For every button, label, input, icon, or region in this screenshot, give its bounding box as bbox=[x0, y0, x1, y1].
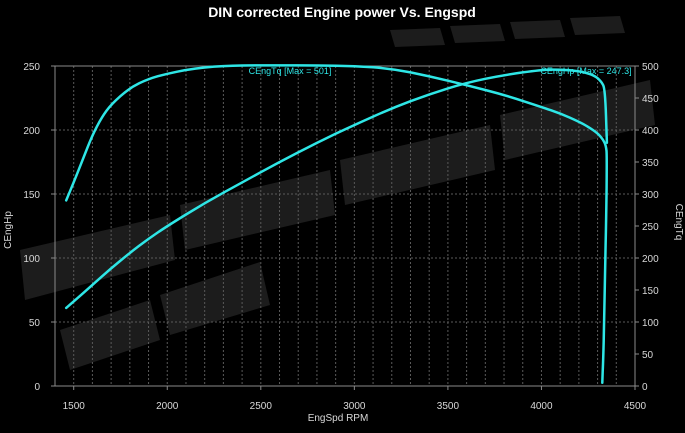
y-right-tick-label: 0 bbox=[642, 382, 648, 393]
y-left-tick-label: 200 bbox=[23, 126, 40, 137]
y-right-tick-label: 500 bbox=[642, 62, 659, 73]
annotation-tq-max: CEngTq [Max = 501] bbox=[249, 66, 332, 76]
x-tick-label: 2500 bbox=[250, 401, 273, 412]
y-right-tick-label: 250 bbox=[642, 222, 659, 233]
y-left-tick-label: 150 bbox=[23, 190, 40, 201]
y-right-tick-label: 400 bbox=[642, 126, 659, 137]
y-right-tick-label: 350 bbox=[642, 158, 659, 169]
y-right-tick-label: 100 bbox=[642, 318, 659, 329]
series-line-cenghp bbox=[64, 68, 609, 310]
series-line-cengtq bbox=[64, 64, 608, 385]
x-tick-label: 2000 bbox=[156, 401, 179, 412]
y-right-tick-label: 50 bbox=[642, 350, 654, 361]
y-right-tick-label: 450 bbox=[642, 94, 659, 105]
y-right-tick-label: 200 bbox=[642, 254, 659, 265]
x-tick-label: 4500 bbox=[624, 401, 647, 412]
ticks-layer: 1500 2000 2500 3000 3500 4000 4500050100150200… bbox=[23, 62, 659, 412]
y-right-tick-label: 300 bbox=[642, 190, 659, 201]
x-tick-label: 4000 bbox=[530, 401, 553, 412]
y-left-tick-label: 50 bbox=[29, 318, 41, 329]
y-left-tick-label: 100 bbox=[23, 254, 40, 265]
annotation-hp-max: CEngHp [Max = 247.3] bbox=[540, 66, 631, 76]
chart-title: DIN corrected Engine power Vs. Engspd bbox=[208, 4, 476, 20]
y-left-tick-label: 0 bbox=[34, 382, 40, 393]
x-axis-label: EngSpd RPM bbox=[308, 413, 369, 424]
series-layer bbox=[64, 64, 609, 385]
x-tick-label: 1500 bbox=[63, 401, 86, 412]
y-right-tick-label: 150 bbox=[642, 286, 659, 297]
y-left-tick-label: 250 bbox=[23, 62, 40, 73]
y-axis-label-left: CEngHp bbox=[3, 211, 14, 249]
x-tick-label: 3500 bbox=[437, 401, 460, 412]
x-tick-label: 3000 bbox=[343, 401, 366, 412]
y-axis-label-right: CEngTq bbox=[673, 204, 684, 241]
